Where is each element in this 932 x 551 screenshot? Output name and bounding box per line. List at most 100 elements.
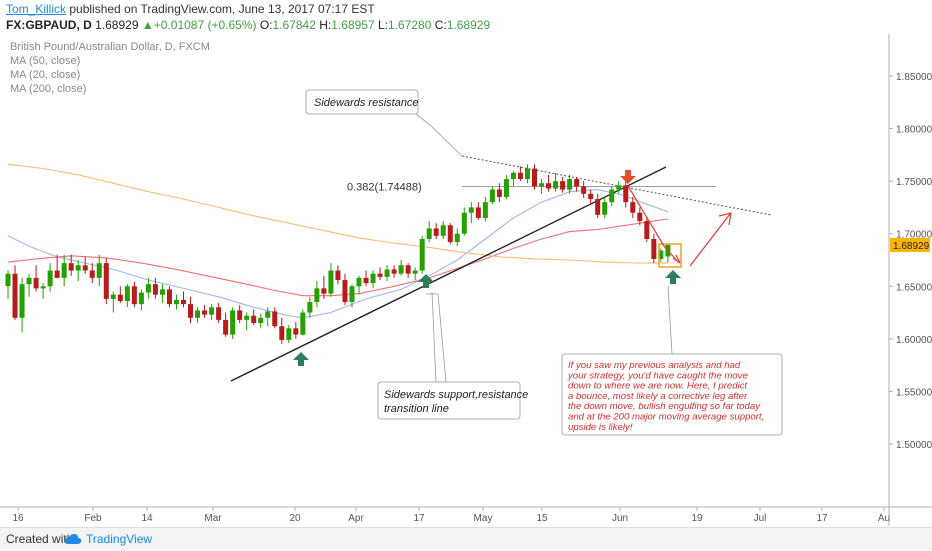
candle[interactable] bbox=[166, 286, 172, 308]
candle[interactable] bbox=[237, 305, 243, 324]
candle[interactable] bbox=[356, 275, 362, 295]
candle[interactable] bbox=[644, 217, 650, 243]
candle[interactable] bbox=[440, 221, 446, 239]
candle[interactable] bbox=[195, 307, 201, 324]
candle[interactable] bbox=[595, 193, 601, 218]
candle[interactable] bbox=[546, 174, 552, 192]
candle[interactable] bbox=[138, 289, 144, 311]
candle[interactable] bbox=[567, 174, 573, 194]
candle[interactable] bbox=[216, 303, 222, 324]
candle[interactable] bbox=[26, 273, 32, 297]
candle[interactable] bbox=[321, 275, 327, 299]
candle[interactable] bbox=[188, 296, 194, 324]
candle[interactable] bbox=[202, 305, 208, 318]
candle[interactable] bbox=[131, 282, 137, 308]
support-trendline[interactable] bbox=[230, 166, 667, 382]
candle[interactable] bbox=[12, 265, 18, 320]
candle[interactable] bbox=[468, 202, 474, 224]
candle[interactable] bbox=[637, 207, 643, 226]
resistance-annotation[interactable]: Sidewards resistance bbox=[305, 89, 419, 115]
candle[interactable] bbox=[581, 181, 587, 198]
candle[interactable] bbox=[524, 164, 530, 184]
candle[interactable] bbox=[342, 273, 348, 306]
candle[interactable] bbox=[517, 166, 523, 182]
candle[interactable] bbox=[293, 322, 299, 339]
up-move-arrow[interactable] bbox=[689, 213, 731, 267]
candle[interactable] bbox=[68, 254, 74, 276]
candle[interactable] bbox=[152, 277, 158, 299]
candle[interactable] bbox=[503, 174, 509, 200]
candle[interactable] bbox=[110, 291, 116, 313]
candle[interactable] bbox=[475, 202, 481, 221]
candle[interactable] bbox=[433, 223, 439, 239]
candle[interactable] bbox=[300, 309, 306, 336]
candle[interactable] bbox=[96, 254, 102, 287]
candle[interactable] bbox=[19, 277, 25, 333]
candle[interactable] bbox=[251, 309, 257, 326]
candle[interactable] bbox=[391, 265, 397, 278]
time-axis[interactable]: 16 Feb 14 Mar 20 Apr 17 May 15 Jun 19 Jul 17 Au bbox=[12, 507, 890, 524]
candle[interactable] bbox=[145, 277, 151, 299]
price-axis[interactable]: 1.50000 1.55000 1.60000 1.65000 1.70000 1.750… bbox=[889, 72, 932, 451]
candle[interactable] bbox=[630, 196, 636, 218]
candle[interactable] bbox=[489, 186, 495, 205]
candle[interactable] bbox=[532, 164, 537, 190]
candle[interactable] bbox=[54, 254, 60, 278]
candle[interactable] bbox=[40, 283, 46, 299]
tradingview-brand-link[interactable]: TradingView bbox=[86, 532, 153, 546]
candle[interactable] bbox=[124, 284, 130, 308]
engulfing-highlight-box[interactable] bbox=[658, 243, 682, 268]
candle[interactable] bbox=[510, 170, 516, 187]
candle[interactable] bbox=[82, 256, 88, 274]
candle[interactable] bbox=[384, 265, 390, 282]
candle[interactable] bbox=[279, 317, 285, 345]
candle[interactable] bbox=[398, 259, 404, 276]
price-chart[interactable]: 1.50000 1.55000 1.60000 1.65000 1.70000 1.750… bbox=[0, 34, 932, 527]
candle[interactable] bbox=[335, 265, 341, 285]
candle[interactable] bbox=[5, 270, 11, 299]
candle[interactable] bbox=[103, 257, 109, 305]
candle[interactable] bbox=[651, 233, 657, 264]
candle[interactable] bbox=[33, 265, 39, 292]
candle[interactable] bbox=[230, 307, 236, 339]
candle[interactable] bbox=[272, 307, 278, 329]
candle[interactable] bbox=[412, 267, 418, 280]
candle[interactable] bbox=[370, 270, 376, 289]
plot-area[interactable] bbox=[0, 34, 889, 507]
candle[interactable] bbox=[496, 183, 502, 203]
candle[interactable] bbox=[419, 235, 425, 274]
candle[interactable] bbox=[349, 284, 355, 308]
down-move-arrow[interactable] bbox=[627, 185, 679, 263]
candle[interactable] bbox=[602, 196, 608, 218]
candle[interactable] bbox=[223, 312, 229, 337]
candle[interactable] bbox=[454, 228, 460, 247]
candle[interactable] bbox=[47, 263, 53, 292]
candle[interactable] bbox=[405, 263, 411, 278]
candle[interactable] bbox=[658, 248, 664, 263]
candle[interactable] bbox=[609, 186, 615, 207]
candle[interactable] bbox=[173, 294, 179, 310]
candle[interactable] bbox=[181, 291, 186, 308]
candle[interactable] bbox=[363, 270, 369, 287]
candle[interactable] bbox=[244, 312, 250, 331]
candle[interactable] bbox=[117, 286, 123, 304]
analysis-note[interactable]: If you saw my previous analysis and hady… bbox=[561, 353, 783, 436]
candle[interactable] bbox=[89, 263, 95, 284]
candle[interactable] bbox=[623, 181, 629, 208]
candle[interactable] bbox=[159, 284, 165, 304]
candle[interactable] bbox=[574, 176, 580, 192]
candle[interactable] bbox=[588, 189, 594, 205]
candle[interactable] bbox=[447, 223, 453, 245]
candle[interactable] bbox=[258, 313, 264, 329]
candle[interactable] bbox=[307, 296, 313, 318]
candle[interactable] bbox=[461, 207, 467, 236]
candle[interactable] bbox=[75, 259, 81, 282]
author-link[interactable]: Tom_Killick bbox=[6, 2, 67, 16]
candle[interactable] bbox=[426, 221, 432, 243]
candle[interactable] bbox=[286, 325, 292, 344]
candle[interactable] bbox=[482, 196, 488, 222]
support-annotation[interactable]: Sidewards support,resistance transition … bbox=[377, 381, 528, 420]
candle[interactable] bbox=[61, 254, 67, 287]
candle[interactable] bbox=[560, 176, 566, 193]
candle[interactable] bbox=[265, 307, 271, 327]
